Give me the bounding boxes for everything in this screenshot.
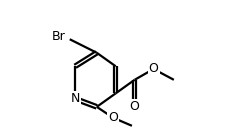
Text: O: O (108, 111, 117, 124)
Text: O: O (148, 63, 158, 75)
Text: O: O (129, 100, 139, 113)
Text: Br: Br (52, 30, 65, 43)
Text: N: N (70, 92, 79, 105)
